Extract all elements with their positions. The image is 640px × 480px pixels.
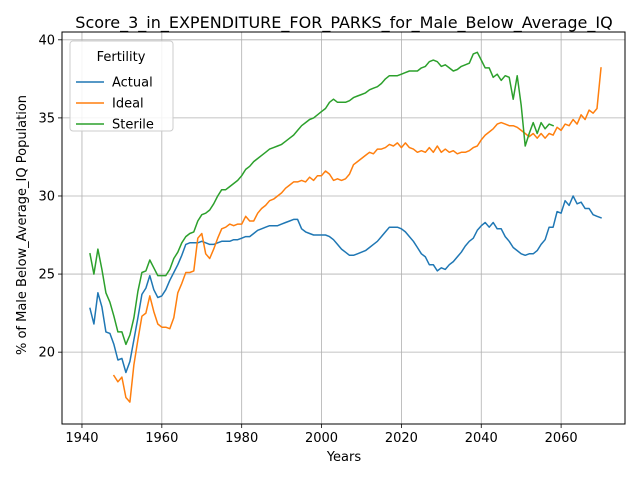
series-line-ideal [112, 67, 602, 403]
x-tick-label: 1980 [225, 431, 258, 446]
series-lines [89, 51, 602, 403]
x-tick-label: 1960 [145, 431, 178, 446]
y-axis-label: % of Male Below_Average_IQ Population [15, 95, 30, 355]
plot-frame [61, 31, 626, 425]
x-axis-label: Years [326, 450, 362, 465]
y-tick-label: 30 [38, 189, 55, 204]
y-axis: 20 25 30 35 40 [38, 33, 62, 361]
series-line-actual [89, 195, 602, 374]
legend: Fertility Actual Ideal Sterile [69, 40, 174, 133]
x-tick-label: 2040 [465, 431, 498, 446]
x-tick-label: 2060 [545, 431, 578, 446]
y-tick-label: 25 [38, 268, 55, 283]
legend-label-ideal: Ideal [112, 97, 144, 112]
y-tick-label: 35 [38, 111, 55, 126]
legend-title: Fertility [97, 50, 146, 65]
series-line-sterile [89, 51, 555, 346]
x-tick-label: 1940 [65, 431, 98, 446]
x-tick-label: 2000 [305, 431, 338, 446]
y-tick-label: 40 [38, 33, 55, 48]
legend-label-actual: Actual [112, 76, 153, 91]
chart-title: Score_3_in_EXPENDITURE_FOR_PARKS_for_Mal… [75, 13, 612, 33]
x-tick-label: 2020 [385, 431, 418, 446]
legend-label-sterile: Sterile [112, 118, 154, 133]
legend-entries: Actual Ideal Sterile [76, 76, 154, 133]
grid-lines [62, 32, 625, 424]
x-axis: 1940 1960 1980 2000 2020 2040 2060 [65, 424, 578, 446]
legend-box [69, 40, 174, 132]
y-tick-label: 20 [38, 346, 55, 361]
